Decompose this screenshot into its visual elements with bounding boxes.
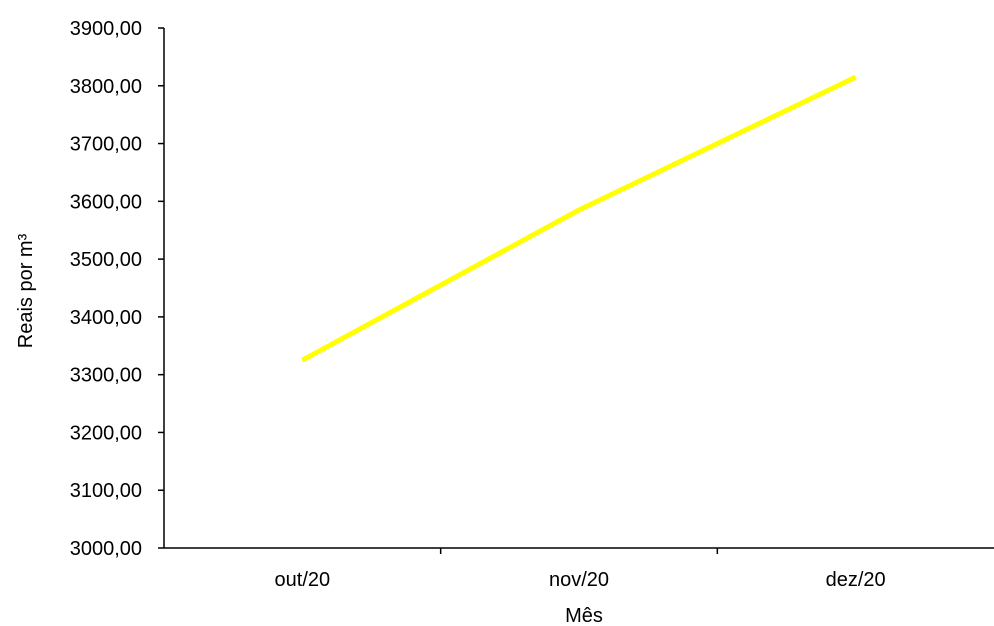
- y-tick-label: 3600,00: [70, 191, 142, 213]
- series-line: [301, 74, 857, 363]
- y-tick-label: 3800,00: [70, 76, 142, 98]
- y-tick-label: 3200,00: [70, 422, 142, 444]
- x-tick-label: dez/20: [826, 569, 886, 591]
- y-tick-label: 3300,00: [70, 365, 142, 387]
- y-tick-label: 3100,00: [70, 480, 142, 502]
- series-layer: [301, 74, 857, 363]
- x-axis: out/20 nov/20 dez/20: [164, 547, 994, 591]
- y-tick-label: 3700,00: [70, 134, 142, 156]
- x-tick-label: out/20: [275, 569, 331, 591]
- y-tick-label: 3000,00: [70, 538, 142, 560]
- y-tick-label: 3900,00: [70, 18, 142, 40]
- y-tick-label: 3400,00: [70, 307, 142, 329]
- x-tick-label: nov/20: [549, 569, 609, 591]
- y-axis: 3000,00 3100,00 3200,00 3300,00 3400,00 3500,…: [70, 18, 165, 560]
- y-axis-title: Reais por m³: [15, 233, 37, 348]
- x-axis-title: Mês: [565, 605, 603, 626]
- y-tick-label: 3500,00: [70, 249, 142, 271]
